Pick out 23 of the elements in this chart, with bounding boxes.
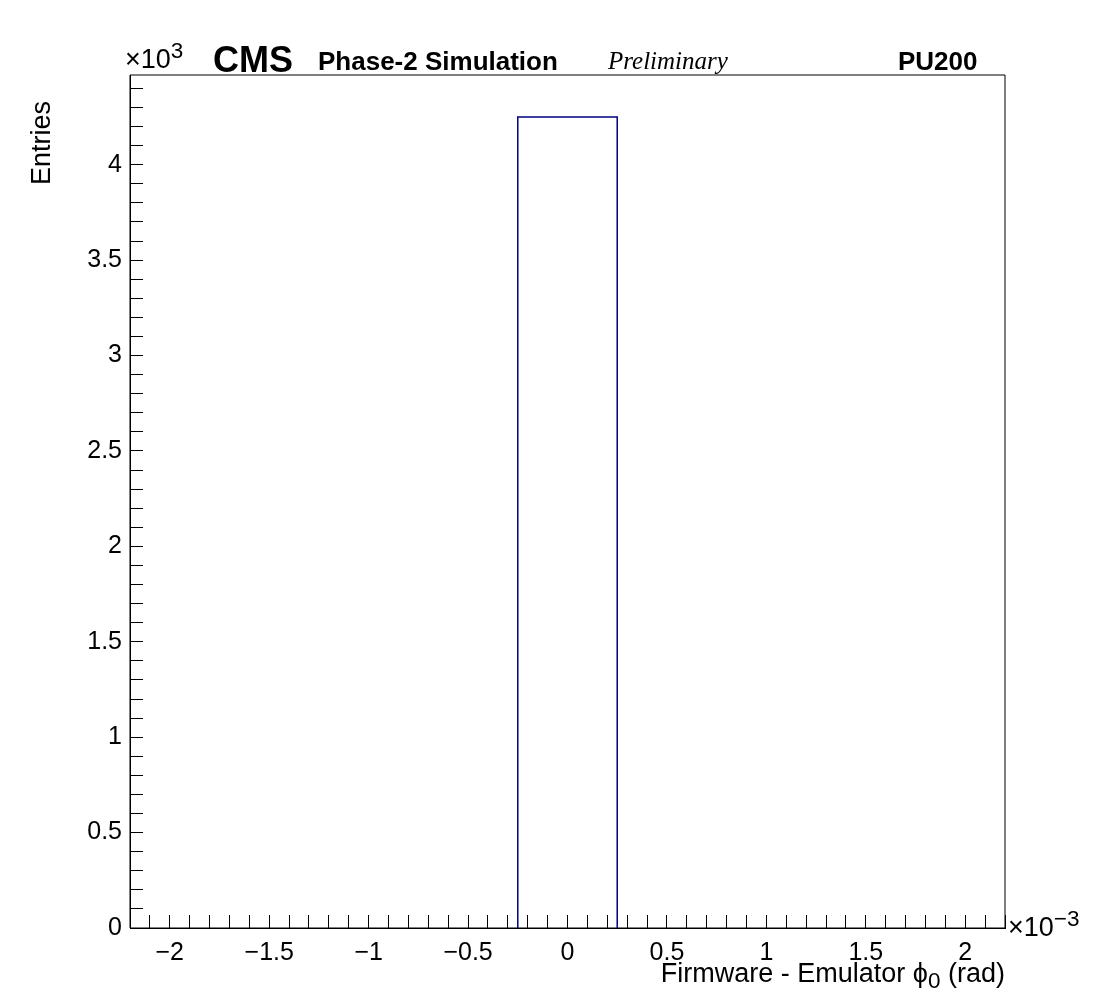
text: ×10$^{−3}$ (1008, 906, 1080, 942)
y-tick-label: 0 (108, 911, 122, 940)
y-axis-title: Entries (26, 100, 56, 185)
x-tick-label: −2 (155, 936, 185, 965)
chart-subtitle: Phase-2 Simulation (318, 46, 558, 76)
text: ×10$^{3}$ (125, 38, 184, 74)
y-tick-label: 1.5 (87, 625, 122, 654)
x-tick-label: 2 (958, 936, 973, 965)
chart-title: CMS (213, 39, 293, 80)
y-tick-label: 1 (108, 721, 122, 750)
y-tick-label: 3.5 (87, 243, 122, 272)
x-tick-label: −0.5 (443, 936, 493, 965)
y-tick-label: 0.5 (87, 816, 122, 845)
annotation: PU200 (898, 46, 978, 76)
x-tick-label: −1 (354, 936, 383, 965)
x-tick-label: −1.5 (244, 936, 294, 965)
y-tick-label: 2 (108, 530, 122, 559)
y-tick-label: 3 (108, 339, 122, 368)
y-tick-label: 4 (108, 148, 123, 177)
text: Preliminary (608, 47, 728, 74)
y-tick-label: 2.5 (87, 434, 122, 463)
x-tick-label: 0 (560, 936, 575, 965)
x-tick-label: 1 (759, 936, 774, 965)
